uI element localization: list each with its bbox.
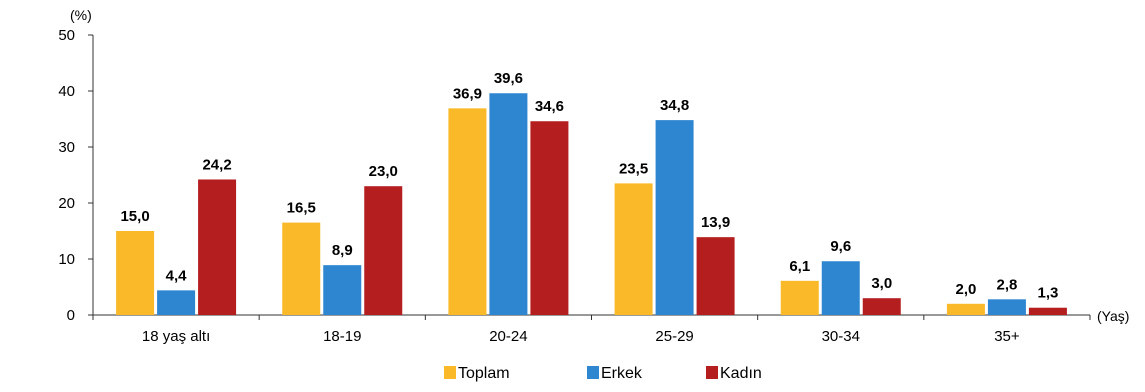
legend: Toplam Erkek Kadın bbox=[444, 365, 762, 382]
legend-label: Kadın bbox=[720, 365, 762, 382]
bar bbox=[862, 298, 901, 315]
value-labels: 15,0 4,4 24,2 16,5 8,9 23,0 36,9 39,6 34,6 23,5 34… bbox=[120, 70, 1058, 301]
legend-label: Toplam bbox=[458, 365, 510, 382]
y-tick-label: 50 bbox=[58, 27, 75, 44]
y-tick-label: 40 bbox=[58, 83, 75, 100]
bar-series bbox=[116, 93, 1067, 316]
category-label: 18-19 bbox=[323, 328, 361, 345]
category-label: 25-29 bbox=[655, 328, 693, 345]
bar-value-label: 34,6 bbox=[535, 98, 564, 115]
bar bbox=[282, 222, 321, 315]
bar-value-label: 16,5 bbox=[287, 200, 316, 217]
bar bbox=[780, 280, 819, 315]
bar-value-label: 2,8 bbox=[996, 276, 1017, 293]
category-label: 20-24 bbox=[489, 328, 527, 345]
bar-value-label: 13,9 bbox=[701, 214, 730, 231]
bar-value-label: 4,4 bbox=[166, 267, 188, 284]
bar bbox=[530, 121, 569, 316]
legend-swatch bbox=[706, 366, 718, 379]
bar bbox=[696, 237, 735, 315]
bar bbox=[946, 303, 985, 315]
y-tick-label: 0 bbox=[67, 307, 75, 324]
bar-value-label: 39,6 bbox=[494, 70, 523, 87]
legend-label: Erkek bbox=[601, 365, 643, 382]
category-label: 18 yaş altı bbox=[142, 328, 210, 345]
legend-swatch bbox=[587, 366, 599, 379]
bar bbox=[116, 231, 155, 315]
y-tick-label: 30 bbox=[58, 139, 75, 156]
bar-value-label: 15,0 bbox=[120, 208, 149, 225]
category-label: 35+ bbox=[994, 328, 1020, 345]
bar-value-label: 36,9 bbox=[453, 85, 482, 102]
bar bbox=[323, 265, 362, 315]
bar-value-label: 24,2 bbox=[202, 156, 231, 173]
bar-value-label: 8,9 bbox=[332, 242, 353, 259]
category-label: 30-34 bbox=[822, 328, 860, 345]
bar-value-label: 6,1 bbox=[789, 258, 810, 275]
category-labels: 18 yaş altı 18-19 20-24 25-29 30-34 35+ bbox=[142, 328, 1020, 345]
x-axis-unit-label: (Yaş) bbox=[1097, 308, 1129, 324]
legend-swatch bbox=[444, 366, 456, 379]
bar-value-label: 2,0 bbox=[955, 281, 976, 298]
bar bbox=[489, 93, 528, 316]
y-axis-unit-label: (%) bbox=[70, 7, 92, 23]
bar bbox=[448, 108, 487, 315]
y-tick-label: 20 bbox=[58, 195, 75, 212]
bar bbox=[157, 290, 196, 315]
bar-value-label: 23,0 bbox=[369, 163, 398, 180]
bar-value-label: 9,6 bbox=[830, 238, 851, 255]
bar bbox=[655, 120, 694, 316]
bar bbox=[1028, 307, 1067, 315]
bar-value-label: 34,8 bbox=[660, 97, 689, 114]
bar bbox=[198, 179, 237, 315]
bar bbox=[614, 183, 653, 315]
y-axis-ticks: 0 10 20 30 40 50 bbox=[58, 27, 93, 324]
bar-value-label: 1,3 bbox=[1037, 285, 1058, 302]
bar-value-label: 3,0 bbox=[871, 275, 892, 292]
x-axis-ticks bbox=[92, 315, 1091, 320]
bar bbox=[821, 261, 860, 315]
y-tick-label: 10 bbox=[58, 251, 75, 268]
bar bbox=[987, 299, 1026, 315]
bar-value-label: 23,5 bbox=[619, 160, 648, 177]
bar bbox=[364, 186, 403, 315]
